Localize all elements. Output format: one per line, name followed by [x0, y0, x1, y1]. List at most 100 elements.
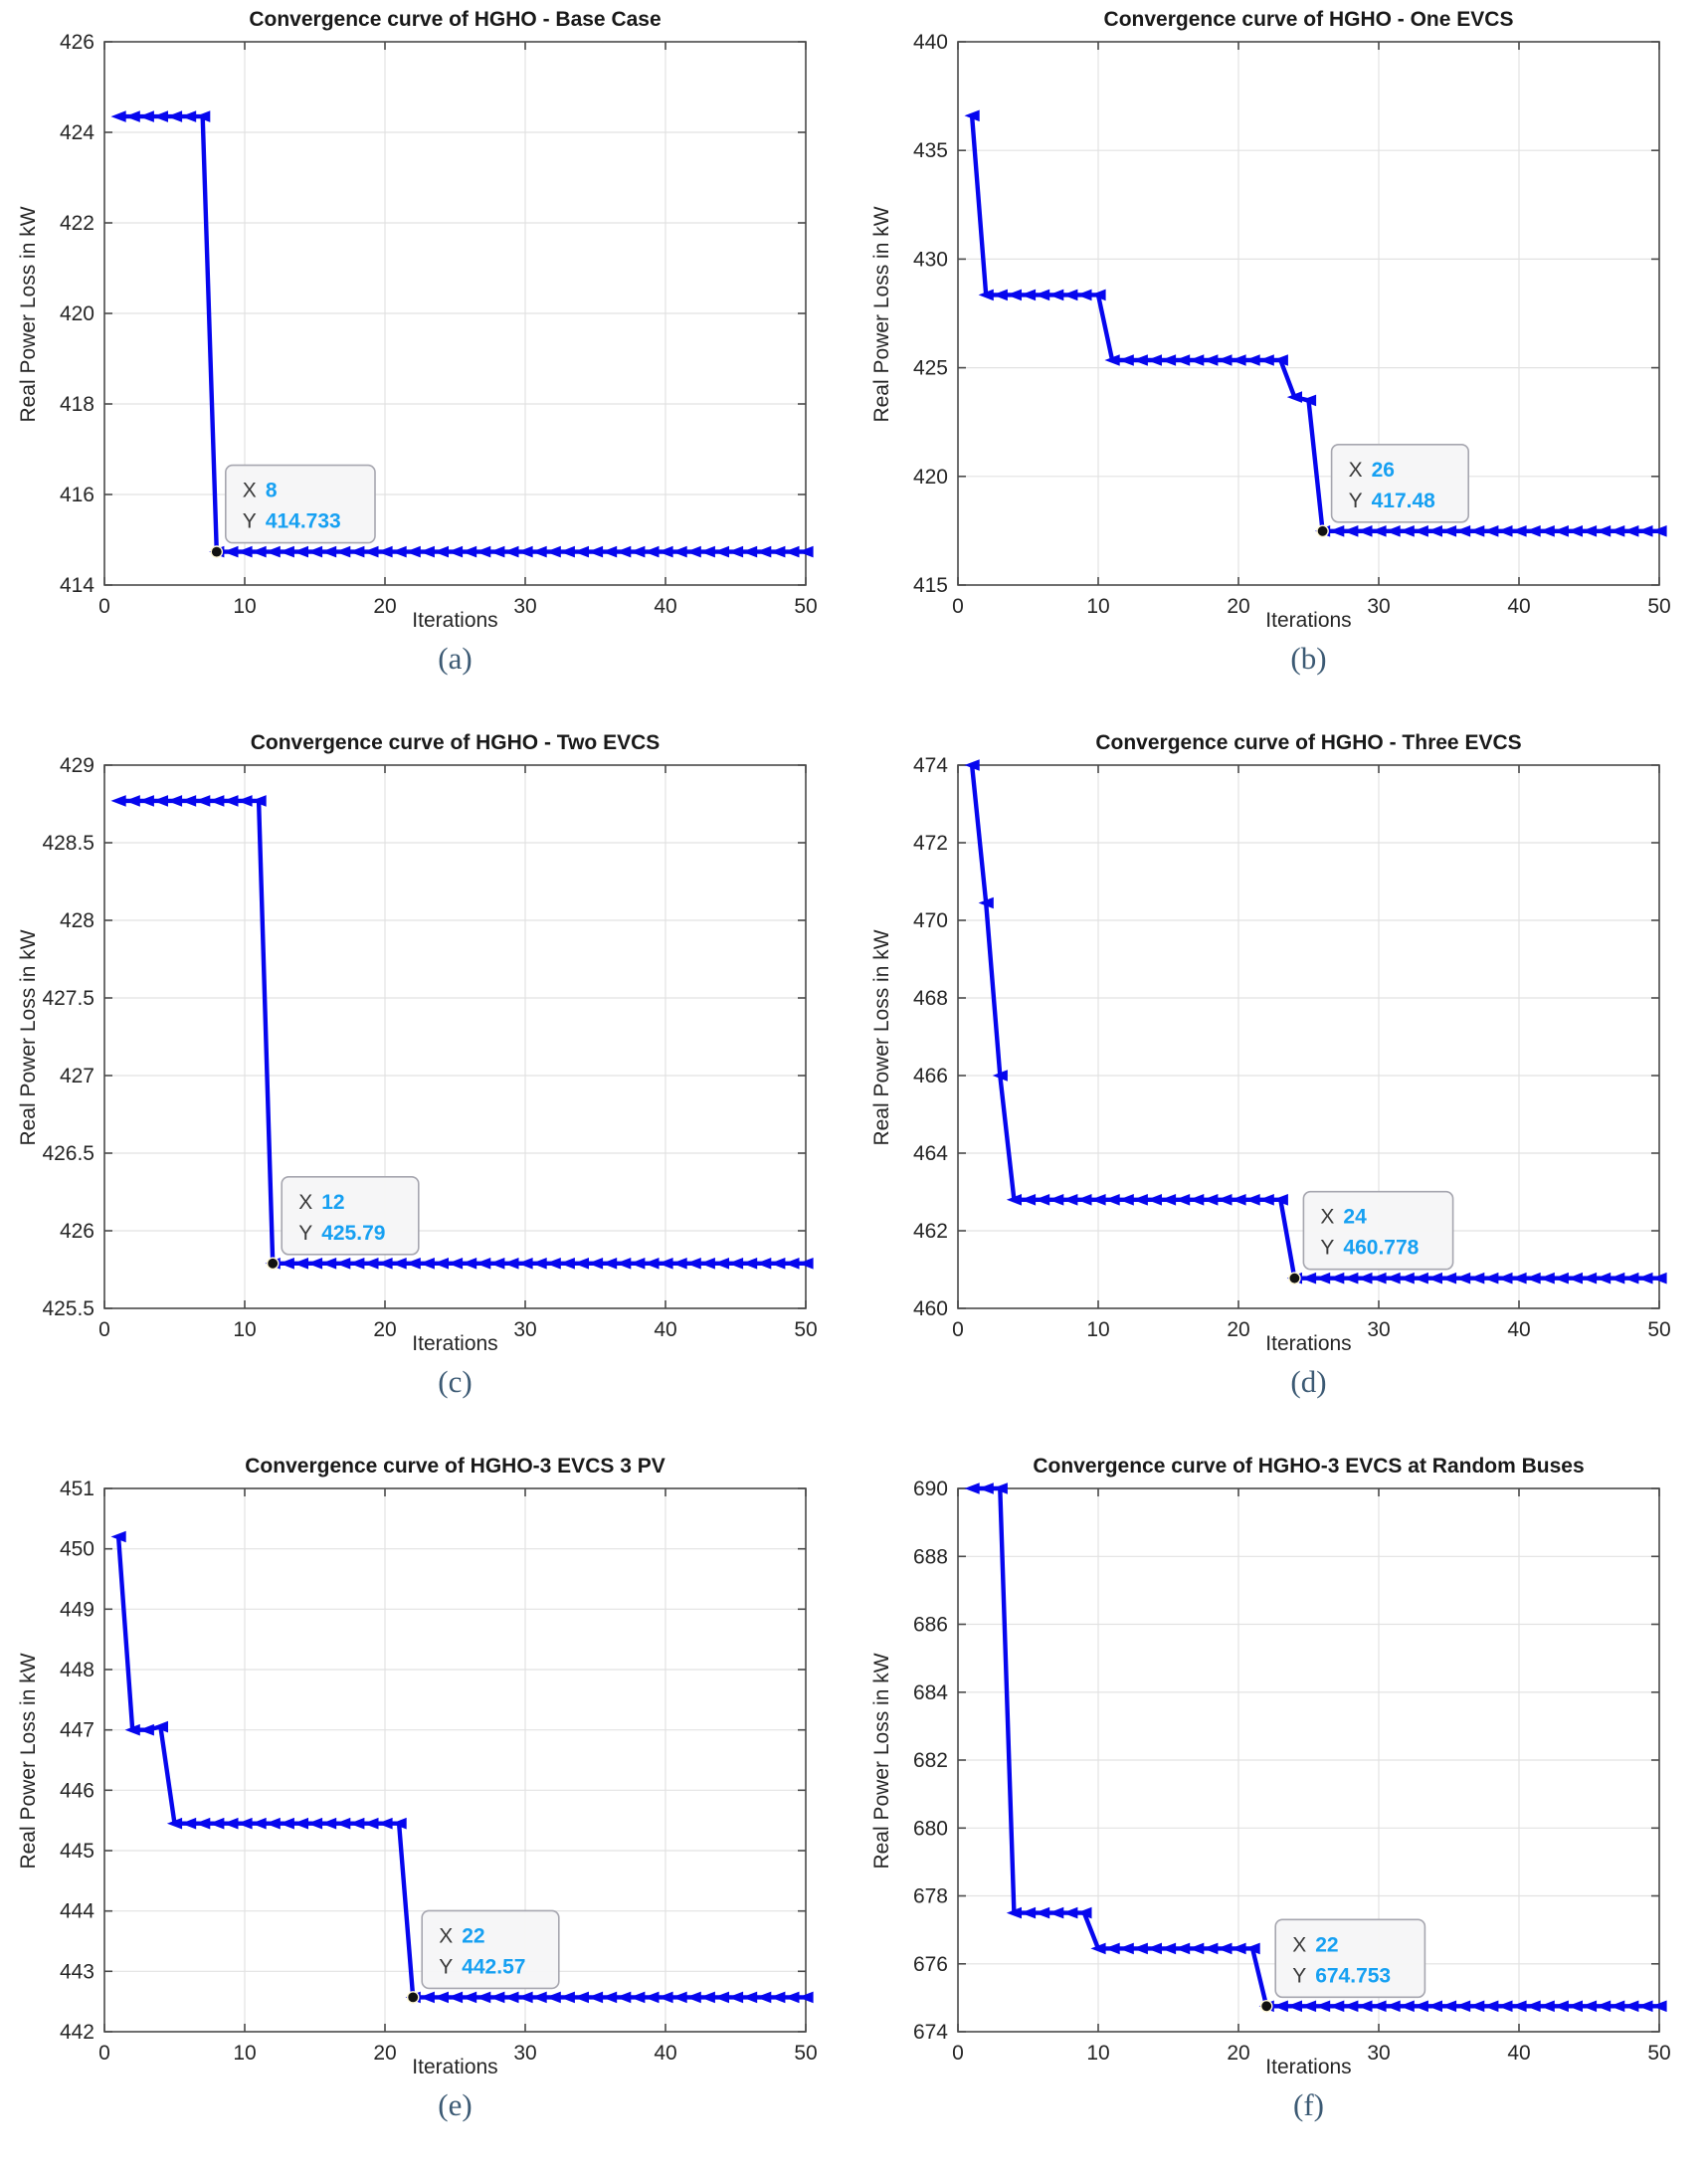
svg-text:440: 440	[913, 31, 948, 54]
svg-text:50: 50	[794, 1318, 817, 1341]
svg-text:40: 40	[1507, 1318, 1530, 1341]
svg-text:427: 427	[60, 1065, 95, 1087]
svg-text:0: 0	[952, 595, 964, 618]
svg-text:416: 416	[60, 484, 95, 506]
y-axis-label: Real Power Loss in kW	[870, 929, 893, 1146]
convergence-plot-b: 415 420 425 430 435 440 0 10 20 30 40 50 X 26 Y 417.48	[913, 31, 1671, 618]
svg-text:50: 50	[1647, 2042, 1670, 2065]
svg-text:10: 10	[233, 1318, 256, 1341]
svg-text:676: 676	[913, 1953, 948, 1976]
svg-text:428.5: 428.5	[42, 832, 95, 855]
y-axis-label: Real Power Loss in kW	[870, 206, 893, 423]
svg-text:415: 415	[913, 574, 948, 597]
chart-title: Convergence curve of HGHO - Two EVCS	[250, 731, 661, 754]
svg-text:20: 20	[373, 2042, 396, 2065]
svg-text:40: 40	[654, 595, 676, 618]
y-axis-label: Real Power Loss in kW	[17, 929, 40, 1146]
svg-text:424: 424	[60, 121, 95, 144]
svg-text:420: 420	[913, 466, 948, 489]
svg-text:20: 20	[373, 1318, 396, 1341]
x-axis-label: Iterations	[412, 1332, 498, 1355]
svg-text:462: 462	[913, 1220, 948, 1243]
svg-text:0: 0	[952, 1318, 964, 1341]
subplot-caption: (f)	[1293, 2087, 1324, 2122]
convergence-plot-d: 460 462 464 466 468 470 472 474 0 10 20 30 40 50 X 24 Y 4…	[913, 754, 1671, 1341]
convergence-plot-f: 674 676 678 680 682 684 686 688 690 0 10 20 30 40 50 X 2…	[913, 1478, 1671, 2065]
x-axis-label: Iterations	[1265, 609, 1352, 632]
subplot-caption: (e)	[438, 2087, 473, 2122]
svg-text:445: 445	[60, 1840, 95, 1863]
svg-text:425.5: 425.5	[42, 1297, 95, 1320]
svg-text:20: 20	[1227, 2042, 1249, 2065]
chart-panel-e: 442 443 444 445 446 447 448 449 450 451 0 10 20 30 40 5…	[0, 1447, 854, 2170]
svg-text:X26: X 26	[1349, 459, 1395, 482]
svg-text:429: 429	[60, 754, 95, 777]
y-axis-label: Real Power Loss in kW	[870, 1653, 893, 1870]
svg-text:451: 451	[60, 1478, 95, 1500]
chart-panel-f: 674 676 678 680 682 684 686 688 690 0 10 20 30 40 50 X 2…	[854, 1447, 1707, 2170]
svg-text:426: 426	[60, 1220, 95, 1243]
svg-text:468: 468	[913, 987, 948, 1010]
svg-text:20: 20	[373, 595, 396, 618]
svg-text:418: 418	[60, 393, 95, 416]
chart-title: Convergence curve of HGHO - Three EVCS	[1095, 731, 1522, 754]
svg-text:428: 428	[60, 909, 95, 932]
svg-text:40: 40	[1507, 595, 1530, 618]
svg-text:443: 443	[60, 1960, 95, 1983]
svg-text:40: 40	[1507, 2042, 1530, 2065]
y-axis-label: Real Power Loss in kW	[17, 1653, 40, 1870]
svg-text:0: 0	[952, 2042, 964, 2065]
svg-text:30: 30	[1367, 1318, 1390, 1341]
svg-text:682: 682	[913, 1749, 948, 1772]
subplot-caption: (d)	[1290, 1364, 1327, 1399]
svg-text:426: 426	[60, 31, 95, 54]
svg-text:449: 449	[60, 1598, 95, 1621]
svg-text:450: 450	[60, 1538, 95, 1561]
svg-text:10: 10	[1086, 2042, 1109, 2065]
svg-text:466: 466	[913, 1065, 948, 1087]
svg-text:430: 430	[913, 248, 948, 271]
x-axis-label: Iterations	[412, 2056, 498, 2078]
chart-title: Convergence curve of HGHO - One EVCS	[1103, 8, 1514, 31]
svg-text:464: 464	[913, 1142, 948, 1165]
svg-text:X22: X 22	[439, 1924, 484, 1947]
svg-text:10: 10	[233, 595, 256, 618]
x-axis-label: Iterations	[412, 609, 498, 632]
svg-text:10: 10	[233, 2042, 256, 2065]
svg-text:427.5: 427.5	[42, 987, 95, 1010]
subplot-caption: (c)	[438, 1364, 473, 1399]
svg-text:10: 10	[1086, 1318, 1109, 1341]
svg-text:X22: X 22	[1292, 1933, 1338, 1956]
svg-text:30: 30	[513, 1318, 536, 1341]
chart-title: Convergence curve of HGHO - Base Case	[249, 8, 662, 31]
svg-text:50: 50	[1647, 595, 1670, 618]
svg-text:684: 684	[913, 1681, 948, 1704]
svg-text:422: 422	[60, 212, 95, 235]
svg-text:674: 674	[913, 2021, 948, 2044]
svg-text:30: 30	[1367, 595, 1390, 618]
svg-text:435: 435	[913, 139, 948, 162]
svg-text:30: 30	[1367, 2042, 1390, 2065]
svg-text:474: 474	[913, 754, 948, 777]
svg-text:50: 50	[1647, 1318, 1670, 1341]
x-axis-label: Iterations	[1265, 1332, 1352, 1355]
svg-text:0: 0	[98, 595, 110, 618]
subplot-caption: (b)	[1290, 641, 1327, 676]
svg-text:690: 690	[913, 1478, 948, 1500]
svg-text:X24: X 24	[1320, 1206, 1367, 1229]
svg-text:0: 0	[98, 1318, 110, 1341]
svg-text:472: 472	[913, 832, 948, 855]
convergence-plot-e: 442 443 444 445 446 447 448 449 450 451 0 10 20 30 40 5…	[60, 1478, 818, 2065]
svg-text:470: 470	[913, 909, 948, 932]
svg-text:444: 444	[60, 1900, 95, 1923]
svg-text:420: 420	[60, 302, 95, 325]
svg-text:40: 40	[654, 1318, 676, 1341]
svg-text:448: 448	[60, 1659, 95, 1681]
